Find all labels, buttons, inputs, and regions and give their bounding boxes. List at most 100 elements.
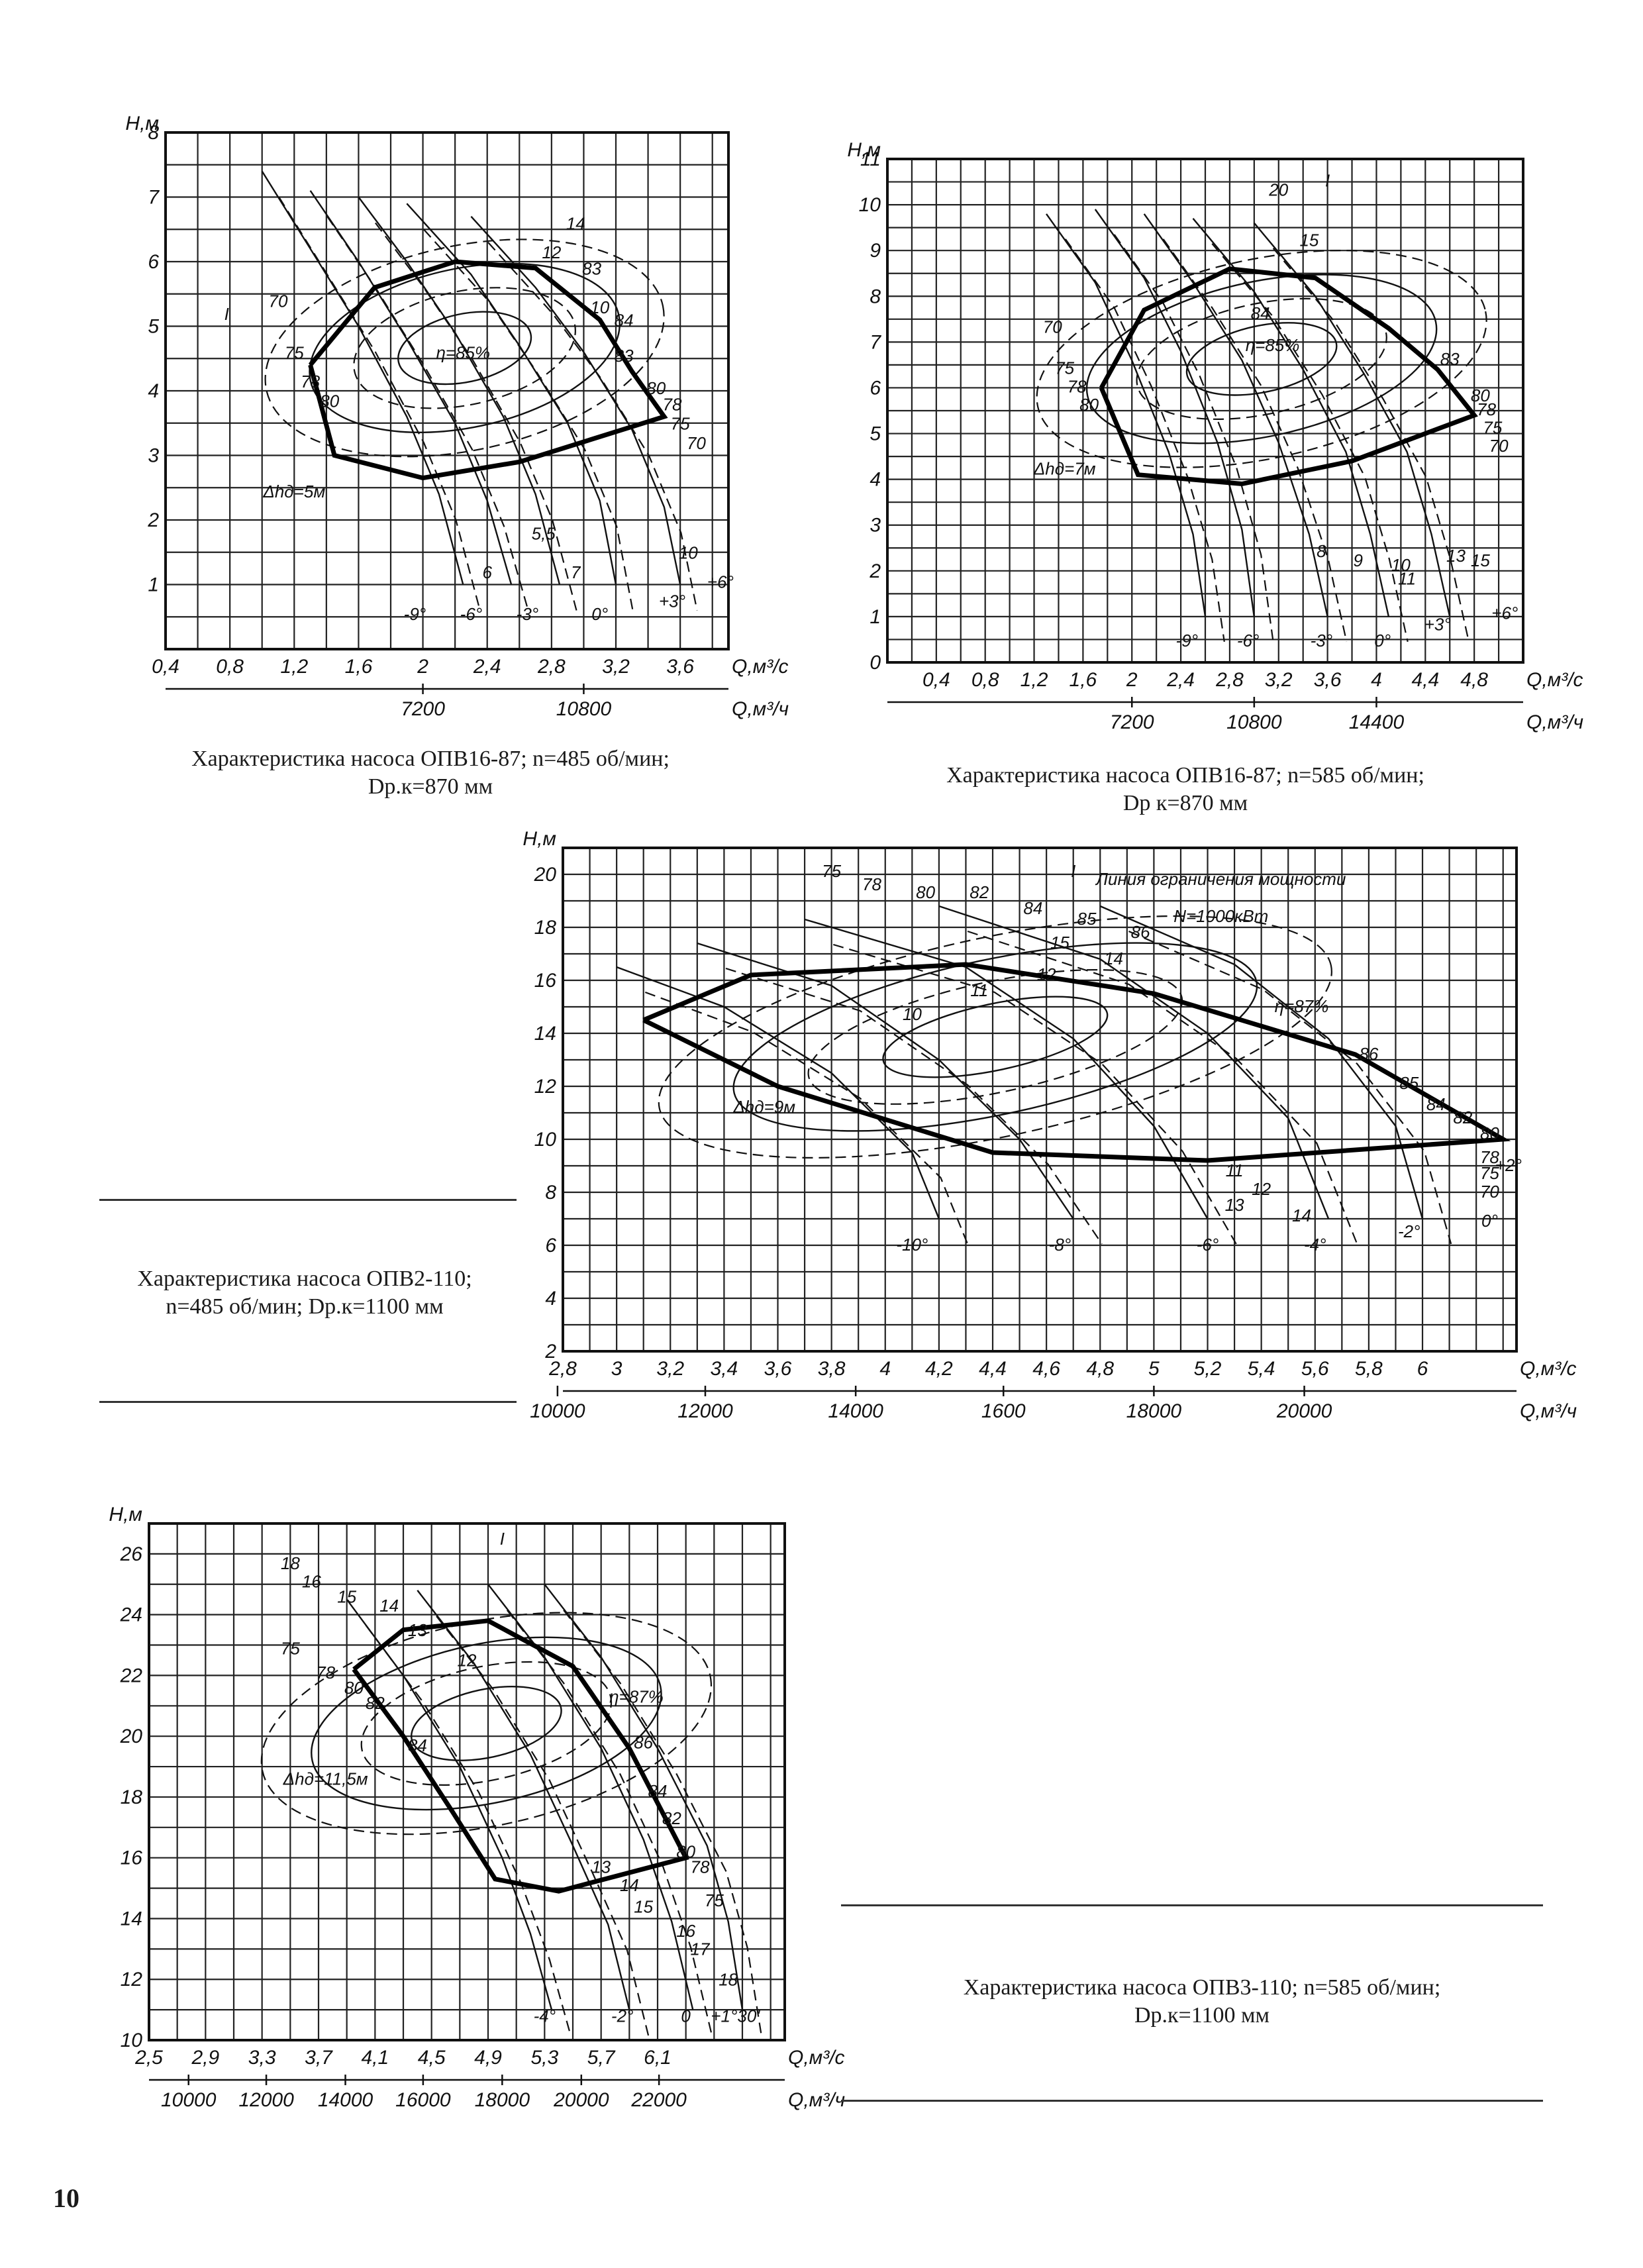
power-label: 12: [458, 1651, 477, 1671]
power-curve: [506, 1610, 713, 2036]
plot-frame: [886, 158, 1524, 664]
efficiency-label: 75: [285, 342, 304, 362]
y-tick-label: 2: [147, 509, 159, 531]
head-curve: [470, 215, 681, 585]
caption-line: Характеристика насоса ОПВ2-110;: [137, 1266, 472, 1291]
efficiency-label: 80: [320, 391, 339, 411]
efficiency-label: 83: [582, 259, 601, 279]
head-curve: [1099, 905, 1424, 1219]
head-curve: [261, 170, 464, 585]
head-curve: [544, 1584, 744, 2010]
angle-label: 0°: [1374, 631, 1391, 650]
x-tick-label: 5: [1148, 1358, 1160, 1380]
caption-opv2-110-485: Характеристика насоса ОПВ2-110; n=485 об…: [93, 1265, 517, 1321]
angle-label: +6°: [1491, 603, 1518, 623]
x2-tick-label: 20000: [1276, 1400, 1332, 1422]
power-curve: [563, 1610, 762, 2036]
caption-line: Dр.к=870 мм: [368, 774, 493, 799]
y-tick-label: 10: [121, 2030, 143, 2051]
power-curve: [1113, 234, 1274, 643]
power-label: 12: [1252, 1179, 1271, 1199]
caption-line: Dр к=870 мм: [1122, 791, 1248, 815]
efficiency-contour: [882, 996, 1109, 1078]
x-tick-label: 3,4: [711, 1358, 738, 1380]
efficiency-label: 70: [1489, 436, 1509, 456]
x-tick-label: 2: [1126, 669, 1138, 691]
annotation-label: I: [500, 1529, 505, 1549]
x2-tick-label: 7200: [401, 698, 445, 720]
x-tick-label: 3,2: [656, 1358, 684, 1380]
y-tick-label: 16: [534, 970, 557, 992]
efficiency-label: 82: [1453, 1108, 1472, 1127]
efficiency-label: 80: [676, 1842, 695, 1862]
y-tick-label: 12: [121, 1969, 143, 1990]
efficiency-label: 82: [366, 1693, 385, 1713]
head-curve: [1094, 209, 1255, 617]
head-curve: [1046, 213, 1207, 617]
y-tick-label: 10: [534, 1129, 557, 1151]
power-label: 13: [591, 1857, 611, 1877]
annotation-label: Линия ограничения мощности: [1095, 869, 1346, 889]
x-tick-label: 0,8: [971, 669, 999, 691]
y-axis-label: Н,м: [847, 139, 881, 161]
efficiency-label: 84: [615, 311, 634, 331]
y-tick-label: 6: [148, 251, 159, 273]
power-label: 13: [1225, 1195, 1244, 1215]
x-tick-label: 3,6: [666, 656, 694, 678]
y-tick-label: 2: [869, 560, 881, 582]
angle-label: -2°: [611, 2006, 634, 2026]
y-tick-label: 12: [534, 1076, 557, 1098]
x-axis-label: Q,м³/с: [1520, 1358, 1577, 1380]
y-axis-label: Н,м: [125, 113, 159, 134]
efficiency-label: 78: [301, 372, 320, 391]
grid: [562, 847, 1517, 1353]
y-tick-label: 14: [534, 1023, 556, 1045]
chart-opv2-110-485: 2,8 3 3,2 3,4 3,6 3,8 4 4,2 4,4 4,6 4,8 5 5,2 5,4 5,6 5…: [523, 828, 1577, 1422]
power-label: 12: [1037, 964, 1056, 984]
plot-frame: [164, 131, 730, 650]
power-curve: [487, 242, 698, 611]
x2-tick-label: 7200: [1110, 711, 1154, 733]
efficiency-label: 86: [1131, 922, 1150, 942]
angle-label: 0: [681, 2006, 691, 2026]
x2-tick-label: 12000: [677, 1400, 733, 1422]
x-tick-label: 1,2: [280, 656, 308, 678]
x-axis-label: Q,м³/с: [1526, 669, 1583, 691]
efficiency-label: η=87%: [1275, 996, 1329, 1016]
power-label: 17: [691, 1939, 711, 1959]
y-tick-label: 7: [148, 187, 160, 209]
x-tick-label: 5,7: [587, 2047, 616, 2069]
angle-label: +3°: [1424, 615, 1451, 635]
efficiency-label: 75: [281, 1638, 300, 1658]
head-curve: [1192, 218, 1390, 617]
x-tick-label: 2,4: [473, 656, 501, 678]
plot-frame: [562, 847, 1518, 1353]
page-number: 10: [53, 2183, 79, 2213]
power-label: 14: [379, 1596, 399, 1616]
annotation-label: Δhд=5м: [262, 482, 325, 501]
power-curve: [1128, 930, 1452, 1245]
y-tick-label: 1: [870, 606, 881, 628]
efficiency-label: 83: [615, 346, 634, 366]
y-tick-label: 24: [120, 1604, 142, 1626]
angle-label: -3°: [1311, 631, 1333, 650]
efficiency-contour: [264, 238, 665, 458]
x2-tick-label: 16000: [395, 2089, 451, 2111]
y-tick-label: 14: [121, 1908, 142, 1930]
divider-rule: [99, 1199, 517, 1201]
angle-label: -3°: [517, 604, 539, 624]
y-tick-label: 26: [120, 1543, 143, 1565]
power-label: 15: [337, 1586, 356, 1606]
y-tick-label: 0: [870, 652, 881, 674]
x-tick-label: 5,2: [1194, 1358, 1222, 1380]
power-curve: [1211, 243, 1409, 643]
x2-axis-label: Q,м³/ч: [788, 2089, 845, 2111]
power-label: 13: [1446, 546, 1466, 566]
angle-label: +3°: [659, 592, 685, 611]
power-label: 10: [590, 297, 609, 317]
power-label: 14: [1104, 949, 1123, 968]
power-label: 15: [1050, 933, 1070, 953]
x2-tick-label: 20000: [553, 2089, 609, 2111]
caption-line: Характеристика насоса ОПВ16-87; n=585 об…: [946, 763, 1424, 788]
power-label: 16: [302, 1571, 321, 1591]
